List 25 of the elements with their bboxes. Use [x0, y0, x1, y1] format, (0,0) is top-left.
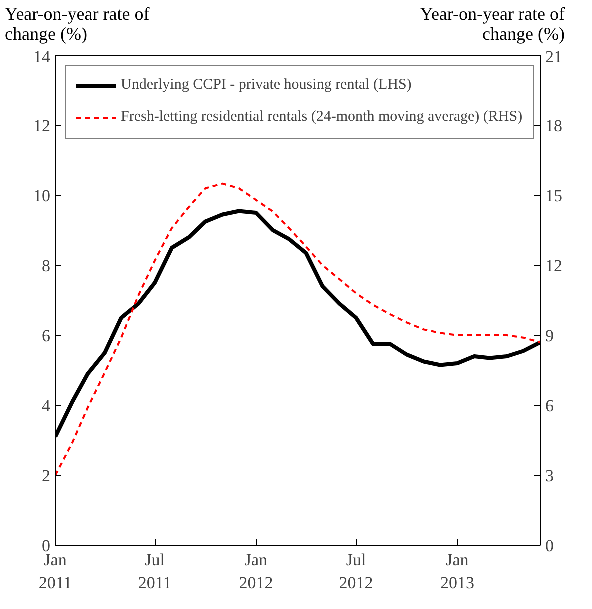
- x-tick-label: Jan 2012: [239, 550, 274, 592]
- x-tick-label: Jan 2013: [440, 550, 474, 592]
- x-tick-label: Jul 2011: [138, 550, 172, 592]
- y2-tick-label: 18: [546, 116, 562, 136]
- y2-tick-label: 12: [546, 256, 562, 276]
- y2-tick-label: 9: [546, 326, 554, 346]
- y2-tick-label: 0: [546, 536, 554, 556]
- y-tick-label: 2: [42, 466, 50, 486]
- y2-tick-label: 15: [546, 186, 562, 206]
- y-tick-label: 10: [34, 186, 50, 206]
- y-tick-label: 8: [42, 256, 50, 276]
- y-tick-label: 14: [34, 47, 51, 66]
- y2-tick-label: 21: [546, 47, 562, 66]
- x-tick-label: Jul 2012: [339, 550, 374, 592]
- legend-label: Underlying CCPI - private housing rental (LHS): [121, 77, 412, 94]
- y2-tick-label: 3: [546, 466, 554, 486]
- legend-label: Fresh-letting residential rentals (24-month moving average) (RHS): [121, 109, 523, 126]
- y2-axis-title: Year-on-year rate of change (%): [419, 4, 565, 45]
- y-tick-label: 12: [34, 116, 50, 136]
- y-tick-label: 6: [42, 326, 50, 346]
- y-axis-title: Year-on-year rate of change (%): [5, 4, 151, 45]
- y2-tick-label: 6: [546, 396, 554, 416]
- y-tick-label: 0: [42, 536, 50, 556]
- line-series: [56, 182, 540, 476]
- y-tick-label: 4: [42, 396, 51, 416]
